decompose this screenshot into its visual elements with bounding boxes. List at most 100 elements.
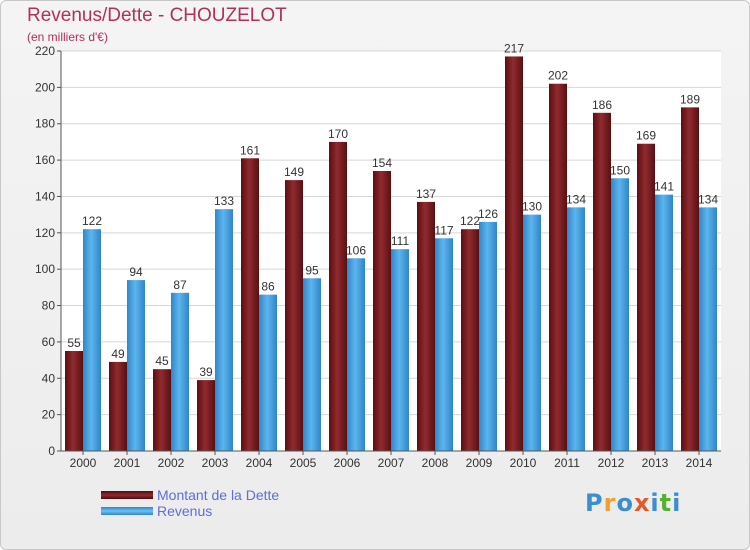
data-label-debt-2003: 39 (199, 365, 213, 379)
data-label-debt-2004: 161 (240, 143, 260, 157)
bar-debt-2000 (65, 351, 83, 451)
data-label-revenus-2013: 141 (654, 180, 674, 194)
data-label-revenus-2009: 126 (478, 207, 498, 221)
data-label-debt-2013: 169 (636, 129, 656, 143)
legend-label-dette: Montant de la Dette (157, 487, 280, 503)
bar-debt-2010 (505, 56, 523, 452)
x-tick-label-2013: 2013 (642, 456, 669, 470)
x-tick-label-2007: 2007 (378, 456, 405, 470)
legend-swatch-dette (101, 491, 153, 499)
data-label-debt-2002: 45 (155, 354, 169, 368)
bar-revenus-2009 (479, 221, 497, 451)
y-tick-label: 20 (42, 408, 56, 422)
bar-revenus-2013 (655, 194, 673, 452)
bar-revenus-2012 (611, 178, 629, 452)
data-label-revenus-2007: 111 (391, 234, 410, 248)
data-label-debt-2010: 217 (504, 41, 524, 55)
data-label-revenus-2004: 86 (261, 280, 275, 294)
data-label-revenus-2000: 122 (82, 214, 102, 228)
y-tick-label: 200 (35, 80, 55, 94)
bar-revenus-2000 (83, 229, 101, 451)
x-tick-label-2009: 2009 (466, 456, 493, 470)
bar-revenus-2011 (567, 207, 585, 451)
y-tick-label: 160 (35, 153, 55, 167)
bar-debt-2011 (549, 83, 567, 452)
y-tick-label: 60 (42, 335, 56, 349)
x-tick-label-2002: 2002 (158, 456, 185, 470)
bar-debt-2006 (329, 141, 347, 451)
x-tick-label-2000: 2000 (70, 456, 97, 470)
data-label-revenus-2003: 133 (214, 194, 234, 208)
bar-revenus-2002 (171, 292, 189, 451)
y-tick-label: 120 (35, 226, 55, 240)
bar-revenus-2004 (259, 294, 277, 451)
data-label-revenus-2014: 134 (698, 192, 718, 206)
data-label-revenus-2008: 117 (434, 223, 453, 237)
logo-letter: P (585, 489, 604, 517)
y-tick-label: 180 (35, 117, 55, 131)
logo-letter: o (616, 489, 634, 517)
legend-label-revenus: Revenus (157, 503, 213, 519)
bar-revenus-2014 (699, 207, 717, 451)
y-tick-label: 80 (42, 299, 56, 313)
data-label-debt-2009: 122 (460, 214, 480, 228)
bar-revenus-2005 (303, 278, 321, 451)
chart-title: Revenus/Dette - CHOUZELOT (27, 5, 287, 26)
x-tick-label-2006: 2006 (334, 456, 361, 470)
data-label-revenus-2006: 106 (346, 243, 366, 257)
data-label-debt-2006: 170 (328, 127, 348, 141)
logo-letter: x (633, 489, 651, 517)
bar-debt-2002 (153, 369, 171, 451)
x-tick-label-2010: 2010 (510, 456, 537, 470)
bar-revenus-2007 (391, 249, 409, 451)
proxiti-logo: Proxiti (585, 489, 681, 517)
data-label-debt-2001: 49 (111, 347, 125, 361)
y-tick-label: 140 (35, 189, 55, 203)
y-tick-label: 40 (42, 371, 56, 385)
logo-letter: i (650, 489, 660, 517)
x-tick-label-2008: 2008 (422, 456, 449, 470)
legend-swatch-revenus (101, 507, 153, 515)
x-tick-label-2003: 2003 (202, 456, 229, 470)
logo-letter: t (659, 489, 673, 517)
x-tick-label-2011: 2011 (554, 456, 580, 470)
bar-revenus-2010 (523, 214, 541, 451)
data-label-debt-2007: 154 (372, 156, 392, 170)
bar-debt-2013 (637, 143, 655, 451)
data-label-debt-2014: 189 (680, 92, 700, 106)
bar-revenus-2001 (127, 280, 145, 451)
bar-debt-2009 (461, 229, 479, 451)
x-tick-label-2012: 2012 (598, 456, 625, 470)
data-label-debt-2008: 137 (416, 187, 436, 201)
bar-debt-2003 (197, 380, 215, 451)
data-label-revenus-2002: 87 (173, 278, 187, 292)
bar-revenus-2006 (347, 258, 365, 451)
data-label-revenus-2005: 95 (305, 263, 319, 277)
x-tick-label-2004: 2004 (246, 456, 273, 470)
logo-letter: i (672, 489, 682, 517)
bar-debt-2004 (241, 158, 259, 452)
data-label-revenus-2011: 134 (566, 192, 586, 206)
y-tick-label: 0 (48, 444, 55, 458)
bar-debt-2008 (417, 201, 435, 451)
data-label-revenus-2010: 130 (522, 200, 542, 214)
data-label-debt-2000: 55 (67, 336, 81, 350)
data-label-revenus-2012: 150 (610, 163, 630, 177)
bar-revenus-2008 (435, 238, 453, 451)
data-label-debt-2012: 186 (592, 98, 612, 112)
logo-letter: r (603, 489, 617, 517)
x-tick-label-2014: 2014 (686, 456, 713, 470)
data-label-debt-2011: 202 (548, 69, 568, 83)
bar-debt-2014 (681, 107, 699, 451)
bar-debt-2007 (373, 171, 391, 451)
bar-revenus-2003 (215, 209, 233, 451)
bar-debt-2001 (109, 361, 127, 451)
y-tick-label: 220 (35, 44, 55, 58)
x-tick-label-2001: 2001 (114, 456, 141, 470)
chart-subtitle: (en milliers d'€) (27, 30, 108, 44)
bar-debt-2012 (593, 112, 611, 452)
data-label-debt-2005: 149 (284, 165, 304, 179)
bar-debt-2005 (285, 180, 303, 451)
